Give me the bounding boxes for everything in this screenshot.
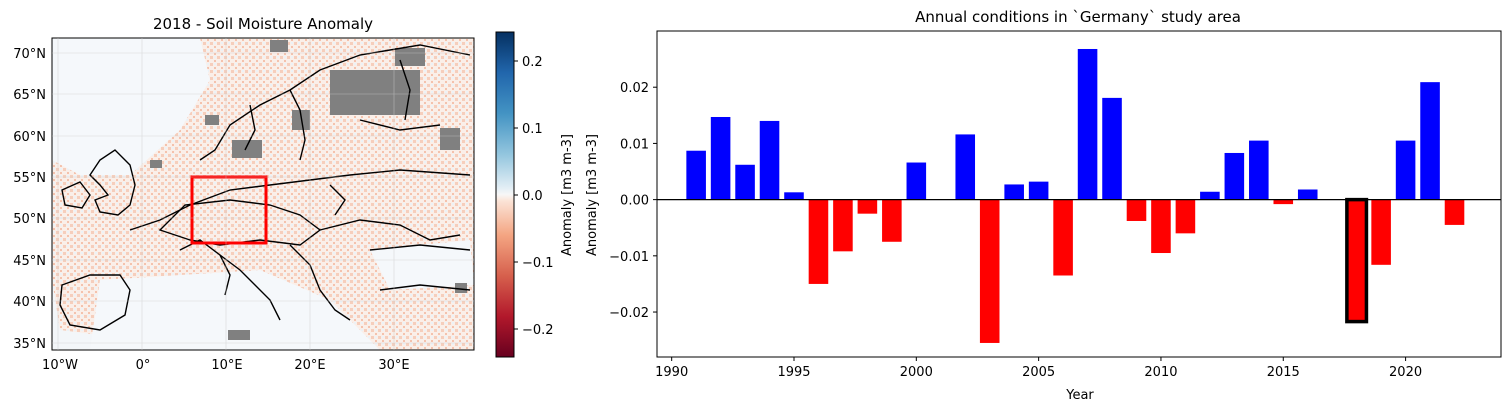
lon-label: 20°E: [294, 358, 325, 373]
no-data-patch: [270, 40, 288, 52]
lat-label: 55°N: [13, 171, 46, 186]
bar: [784, 192, 804, 200]
x-tick-label: 2020: [1389, 365, 1422, 380]
bar: [1395, 140, 1416, 200]
colorbar-tick-label: −0.2: [522, 323, 554, 338]
bar: [1200, 191, 1220, 200]
bar: [1004, 184, 1024, 200]
y-tick-label: −0.02: [609, 306, 649, 321]
x-tick-label: 2005: [1022, 365, 1055, 380]
bar: [710, 116, 731, 200]
bar: [1175, 199, 1196, 234]
bar: [1126, 199, 1147, 221]
lat-label: 70°N: [13, 47, 46, 62]
lon-label: 0°: [136, 358, 151, 373]
no-data-patch: [228, 330, 250, 340]
bar: [808, 199, 829, 284]
colorbar: 0.2 0.1 0.0 −0.1 −0.2 Anomaly [m3 m-3]: [495, 31, 575, 358]
bar: [1297, 189, 1318, 200]
lon-label: 30°E: [378, 358, 409, 373]
bar: [1273, 199, 1294, 205]
bar: [1028, 181, 1049, 200]
map-panel: [51, 37, 475, 351]
mediterranean-sea: [90, 270, 380, 350]
lat-label: 50°N: [13, 212, 46, 227]
bar: [1371, 199, 1391, 265]
x-tick-label: 2000: [900, 365, 933, 380]
bars-layer: [686, 48, 1465, 343]
bar: [735, 164, 755, 200]
map-frame: [51, 37, 475, 351]
bar: [686, 150, 706, 200]
x-tick-label: 2015: [1267, 365, 1300, 380]
bar: [1249, 140, 1269, 200]
north-atlantic-sea: [52, 38, 210, 175]
no-data-patch: [455, 283, 467, 293]
bar: [833, 199, 853, 252]
no-data-patch: [440, 128, 460, 150]
black-sea: [370, 240, 474, 290]
no-data-patch: [330, 70, 420, 115]
map-lat-labels: 70°N 65°N 60°N 55°N 50°N 45°N 40°N 35°N: [13, 47, 46, 352]
bar: [1077, 48, 1098, 200]
no-data-patch: [395, 48, 425, 66]
lat-label: 45°N: [13, 254, 46, 269]
map-title: 2018 - Soil Moisture Anomaly: [153, 15, 373, 33]
lat-label: 40°N: [13, 295, 46, 310]
chart-title: Annual conditions in `Germany` study are…: [915, 8, 1241, 26]
y-tick-label: 0.00: [620, 194, 649, 209]
y-tick-label: −0.01: [609, 250, 649, 265]
lon-label: 10°W: [42, 358, 78, 373]
no-data-patch: [150, 160, 162, 168]
bar-highlighted: [1345, 197, 1369, 324]
y-tick-label: 0.01: [620, 137, 649, 152]
lon-label: 10°E: [211, 358, 242, 373]
colorbar-gradient: [495, 31, 515, 358]
bar: [1102, 97, 1122, 200]
bar: [1151, 199, 1171, 254]
map-gridlines: [52, 38, 474, 350]
plot-frame: [656, 30, 1502, 358]
map-land: [52, 38, 474, 350]
y-tick-label: 0.02: [620, 81, 649, 96]
lat-label: 35°N: [13, 337, 46, 352]
colorbar-tick-label: 0.2: [522, 55, 543, 70]
bar: [1444, 199, 1465, 225]
bar: [1420, 82, 1440, 200]
lat-label: 65°N: [13, 88, 46, 103]
colorbar-label: Anomaly [m3 m-3]: [560, 134, 575, 256]
y-ticks: 0.02 0.01 0.00 −0.01 −0.02: [609, 81, 657, 321]
x-tick-label: 1990: [655, 365, 688, 380]
lat-label: 60°N: [13, 130, 46, 145]
x-axis-label: Year: [1065, 388, 1094, 403]
no-data-patch: [205, 115, 219, 125]
bar: [759, 120, 780, 200]
y-axis-label: Anomaly [m3 m-3]: [585, 134, 600, 256]
bar: [955, 134, 976, 200]
map-lon-labels: 10°W 0° 10°E 20°E 30°E: [42, 358, 410, 373]
colorbar-tick-label: 0.1: [522, 122, 543, 137]
x-tick-label: 1995: [777, 365, 810, 380]
bar: [882, 199, 902, 242]
colorbar-tick-label: −0.1: [522, 256, 554, 271]
x-ticks: 1990 1995 2000 2005 2010 2015 2020: [655, 357, 1422, 380]
bar: [1053, 199, 1073, 276]
bar: [857, 199, 878, 214]
colorbar-tick-label: 0.0: [522, 189, 543, 204]
colorbar-ticks: [514, 60, 518, 330]
bar: [906, 162, 927, 200]
bar: [1224, 152, 1245, 200]
bar: [979, 199, 1000, 343]
no-data-patch: [232, 140, 262, 158]
x-tick-label: 2010: [1144, 365, 1177, 380]
